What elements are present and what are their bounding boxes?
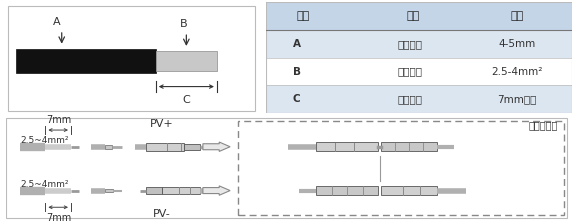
Text: 2.5~4mm²: 2.5~4mm² — [20, 180, 68, 189]
Text: 说明: 说明 — [406, 11, 420, 21]
Text: PV+: PV+ — [150, 119, 173, 129]
Bar — [156, 51, 217, 71]
Text: B: B — [292, 67, 301, 77]
Bar — [105, 145, 112, 149]
Text: 2.5~4mm²: 2.5~4mm² — [20, 136, 68, 145]
Text: C: C — [183, 95, 190, 105]
Text: 逆变器内部: 逆变器内部 — [529, 121, 558, 131]
Bar — [316, 142, 379, 151]
Bar — [16, 49, 156, 73]
Bar — [316, 186, 379, 195]
Bar — [184, 144, 200, 150]
Bar — [266, 30, 572, 58]
Text: 7mm: 7mm — [46, 115, 71, 125]
Text: A: A — [53, 17, 61, 27]
Bar — [381, 186, 438, 195]
Text: 导线外径: 导线外径 — [397, 39, 423, 49]
Polygon shape — [203, 142, 230, 151]
Text: B: B — [180, 19, 188, 30]
Text: 4-5mm: 4-5mm — [498, 39, 536, 49]
Text: C: C — [292, 94, 301, 104]
Bar — [238, 121, 564, 214]
Polygon shape — [203, 186, 230, 195]
Text: 剥线长度: 剥线长度 — [397, 94, 423, 104]
Bar — [266, 85, 572, 113]
Bar — [146, 187, 162, 194]
Bar — [162, 187, 200, 194]
Text: PV-: PV- — [153, 208, 171, 218]
Text: 2.5-4mm²: 2.5-4mm² — [491, 67, 543, 77]
Text: 数值: 数值 — [510, 11, 524, 21]
Text: 导线内径: 导线内径 — [397, 67, 423, 77]
Text: 7mm: 7mm — [46, 213, 71, 222]
Text: A: A — [292, 39, 301, 49]
Text: 7mm左右: 7mm左右 — [498, 94, 537, 104]
Bar — [146, 143, 184, 151]
Bar — [381, 142, 438, 151]
Text: 名称: 名称 — [296, 11, 309, 21]
Bar — [266, 2, 572, 30]
Bar — [266, 58, 572, 85]
Bar — [105, 189, 113, 192]
